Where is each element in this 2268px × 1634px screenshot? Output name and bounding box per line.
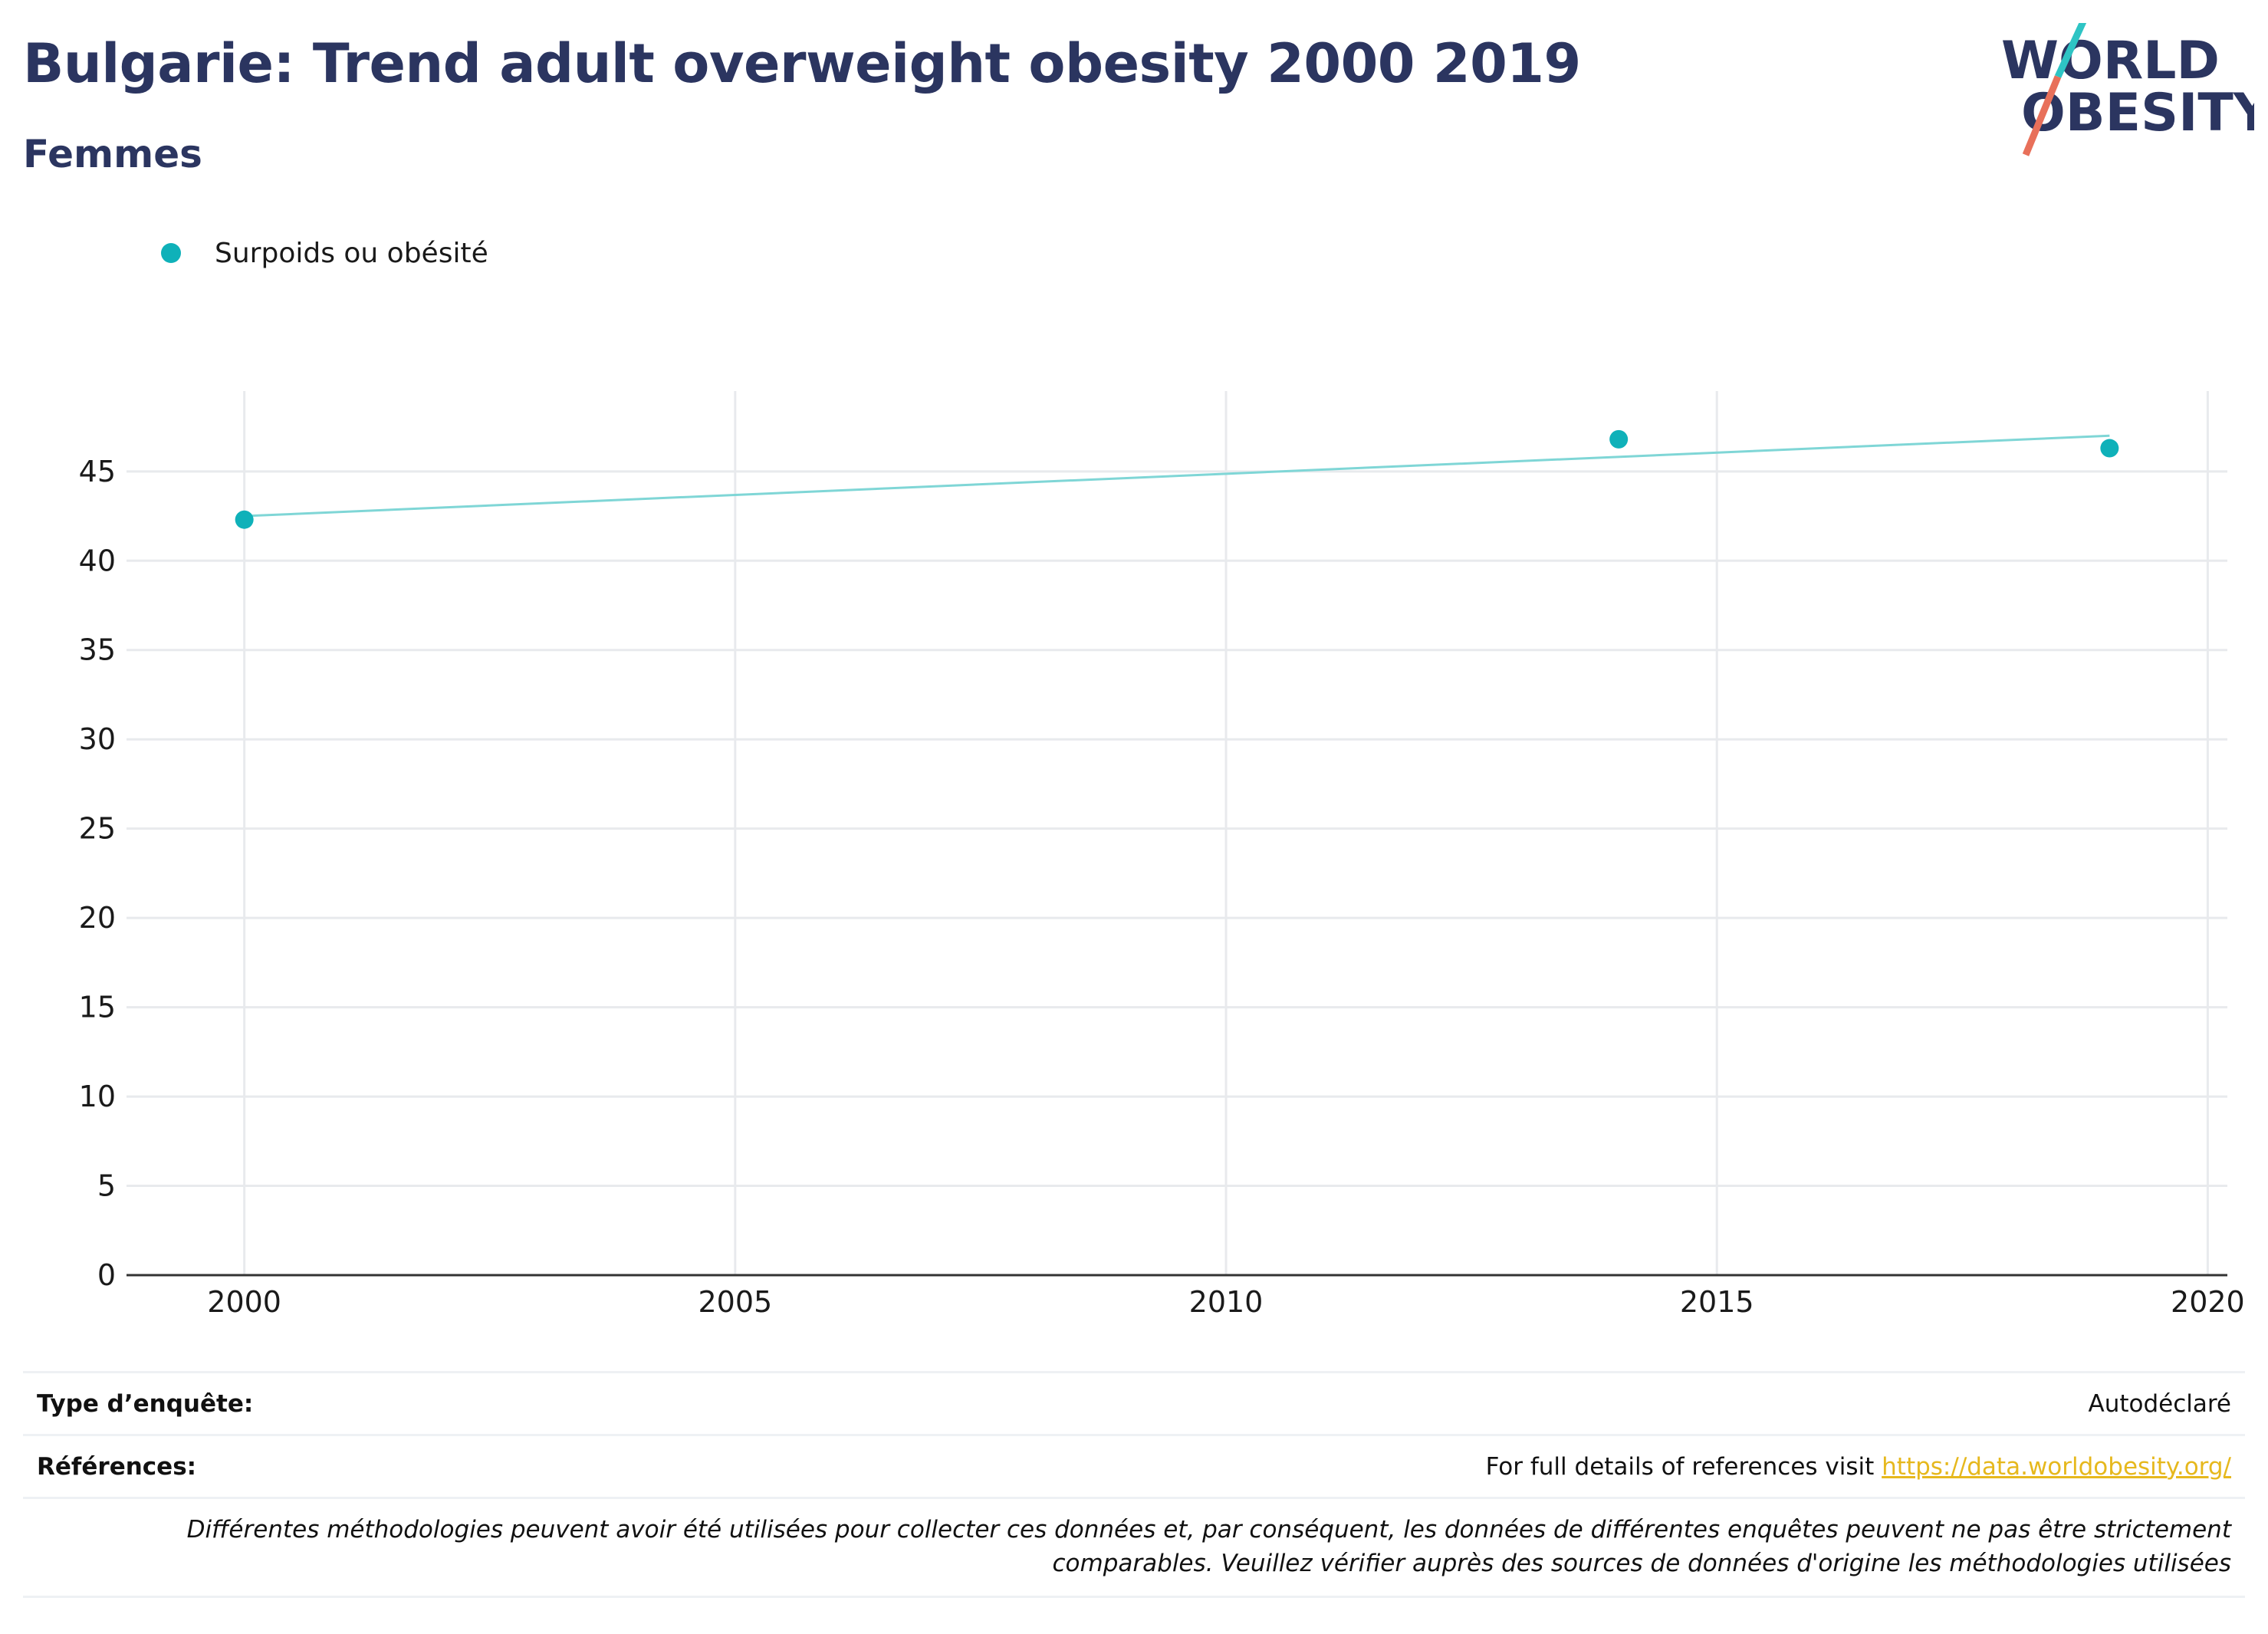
chart-area: 0 5 10 15 20 25 30 35 40 45 2000 2005 2010 2015 2020 (79, 391, 2245, 1319)
logo-line1: WORLD (2001, 31, 2220, 91)
references-value: For full details of references visit htt… (1486, 1453, 2231, 1481)
chart-title: Bulgarie: Trend adult overweight obesity… (23, 32, 1581, 95)
x-tick-label: 2015 (1680, 1285, 1754, 1319)
y-tick-label: 25 (79, 812, 116, 846)
y-tick-label: 40 (79, 544, 116, 577)
references-row: Références: For full details of referenc… (23, 1434, 2245, 1497)
logo-line2: OBESITY (2021, 83, 2254, 143)
y-tick-label: 35 (79, 633, 116, 667)
trend-line (244, 434, 2110, 518)
references-text: For full details of references visit (1485, 1452, 1882, 1481)
x-tick-label: 2005 (698, 1285, 772, 1319)
references-link[interactable]: https://data.worldobesity.org/ (1882, 1452, 2231, 1481)
chart-subtitle: Femmes (23, 132, 202, 176)
data-point (2100, 439, 2119, 458)
x-tick-label: 2010 (1189, 1285, 1264, 1319)
references-label: Références: (37, 1452, 197, 1481)
y-tick-label: 5 (97, 1169, 116, 1203)
methodology-note: Différentes méthodologies peuvent avoir … (23, 1497, 2245, 1598)
survey-type-label: Type d’enquête: (37, 1389, 254, 1418)
info-table: Type d’enquête: Autodéclaré Références: … (23, 1371, 2245, 1598)
logo-slash-coral (2022, 75, 2062, 156)
survey-type-value: Autodéclaré (2088, 1389, 2231, 1418)
y-tick-label: 20 (79, 901, 116, 935)
survey-type-row: Type d’enquête: Autodéclaré (23, 1371, 2245, 1434)
x-tick-label: 2000 (207, 1285, 281, 1319)
chart-legend: Surpoids ou obésité (161, 230, 488, 276)
legend-marker (161, 243, 181, 263)
data-point (1609, 429, 1629, 449)
world-obesity-logo: WORLD OBESITY (2001, 23, 2254, 156)
y-tick-label: 45 (79, 455, 116, 488)
x-tick-label: 2020 (2171, 1285, 2245, 1319)
data-point (235, 510, 254, 529)
y-tick-label: 15 (79, 991, 116, 1024)
legend-label: Surpoids ou obésité (215, 237, 488, 269)
y-tick-label: 0 (97, 1258, 116, 1292)
y-tick-label: 10 (79, 1080, 116, 1113)
logo-slash-teal (2054, 23, 2087, 78)
y-tick-label: 30 (79, 722, 116, 756)
